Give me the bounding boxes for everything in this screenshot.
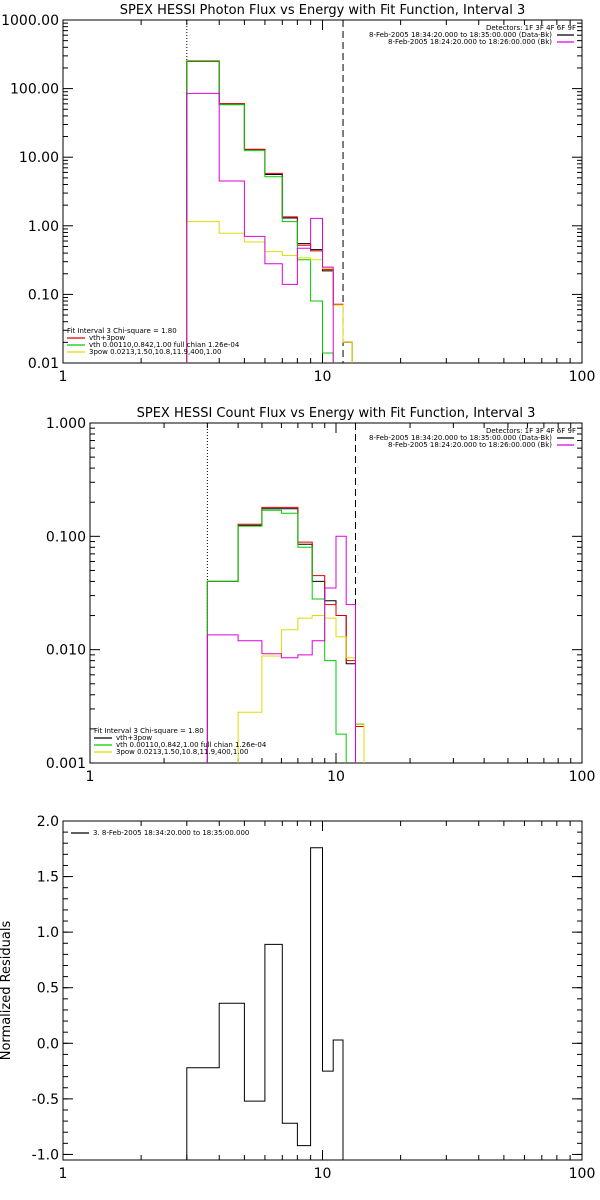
y-tick-label: 1.0: [37, 925, 59, 941]
x-tick-label: 100: [569, 769, 596, 785]
series-line: [186, 847, 344, 1160]
header-text: 8-Feb-2005 18:34:20.000 to 18:35:00.000 …: [369, 434, 552, 442]
y-tick-label: 0.001: [46, 756, 86, 772]
header-text: 8-Feb-2005 18:34:20.000 to 18:35:00.000 …: [369, 31, 552, 39]
x-tick-label: 1: [59, 1166, 68, 1182]
y-tick-label: 1.5: [37, 870, 59, 886]
x-tick-label: 1: [86, 769, 95, 785]
series-group: [206, 506, 365, 763]
x-tick-label: 100: [569, 1166, 596, 1182]
header-text: Detectors: 1F 3F 4F 6F 9F: [486, 427, 576, 435]
series-line: [186, 60, 353, 363]
fit-legend-text: 3pow 0.0213,1.50,10.8,11.9,400,1.00: [89, 348, 221, 356]
header-text: Detectors: 1F 3F 4F 6F 9F: [486, 24, 576, 32]
y-tick-label: 0.10: [28, 287, 59, 303]
series-line: [206, 535, 356, 763]
y-tick-label: 1000.00: [1, 13, 59, 29]
header-text: 8-Feb-2005 18:24:20.000 to 18:26:00.000 …: [388, 441, 552, 449]
x-tick-label: 100: [569, 369, 596, 385]
fit-legend-text: Fit Interval 3 Chi-square = 1.80: [94, 727, 204, 735]
fit-legend-text: vth 0.00110,0.842,1.00 full chian 1.26e-…: [89, 341, 240, 349]
series-group: [186, 847, 344, 1160]
series-line: [186, 60, 353, 363]
panel-count: SPEX HESSI Count Flux vs Energy with Fit…: [46, 406, 596, 785]
fit-legend-text: Fit Interval 3 Chi-square = 1.80: [67, 327, 177, 335]
y-axis-label: Normalized Residuals: [0, 921, 14, 1061]
fit-legend-text: 3pow 0.0213,1.50,10.8,11.9,400,1.00: [116, 748, 248, 756]
y-tick-label: 10.00: [19, 150, 59, 166]
y-tick-label: 100.00: [10, 82, 59, 98]
y-tick-label: -1.0: [32, 1147, 59, 1163]
legend-label: 3. 8-Feb-2005 18:34:20.000 to 18:35:00.0…: [93, 829, 249, 837]
chart-title: SPEX HESSI Count Flux vs Energy with Fit…: [137, 406, 536, 421]
panel-photon: SPEX HESSI Photon Flux vs Energy with Fi…: [1, 3, 596, 385]
x-tick-label: 10: [314, 1166, 332, 1182]
series-line: [186, 92, 334, 363]
chart-title: SPEX HESSI Photon Flux vs Energy with Fi…: [120, 3, 526, 18]
fit-legend-text: vth+3pow: [89, 334, 125, 342]
header-text: 8-Feb-2005 18:24:20.000 to 18:26:00.000 …: [388, 38, 552, 46]
y-tick-label: 1.000: [46, 416, 86, 432]
x-tick-label: 10: [314, 369, 332, 385]
series-line: [206, 509, 347, 763]
y-tick-label: 0.01: [28, 356, 59, 372]
series-group: [186, 60, 353, 363]
fit-legend-text: vth 0.00110,0.842,1.00 full chian 1.26e-…: [116, 741, 267, 749]
y-tick-label: 2.0: [37, 814, 59, 830]
series-line: [186, 60, 334, 363]
y-tick-label: -0.5: [32, 1092, 59, 1108]
y-tick-label: 0.100: [46, 529, 86, 545]
y-tick-label: 0.010: [46, 643, 86, 659]
series-line: [186, 221, 353, 363]
fit-legend-text: vth+3pow: [116, 734, 152, 742]
series-line: [206, 506, 365, 763]
y-tick-label: 0.5: [37, 981, 59, 997]
y-tick-label: 1.00: [28, 219, 59, 235]
x-tick-label: 10: [327, 769, 345, 785]
x-tick-label: 1: [59, 369, 68, 385]
y-tick-label: 0.0: [37, 1036, 59, 1052]
panel-resid: 1 10 100 -1.0 -0.5 0.0 0.5 1.0 1.5 2.0 Normalized …: [0, 814, 595, 1182]
series-line: [237, 615, 365, 763]
